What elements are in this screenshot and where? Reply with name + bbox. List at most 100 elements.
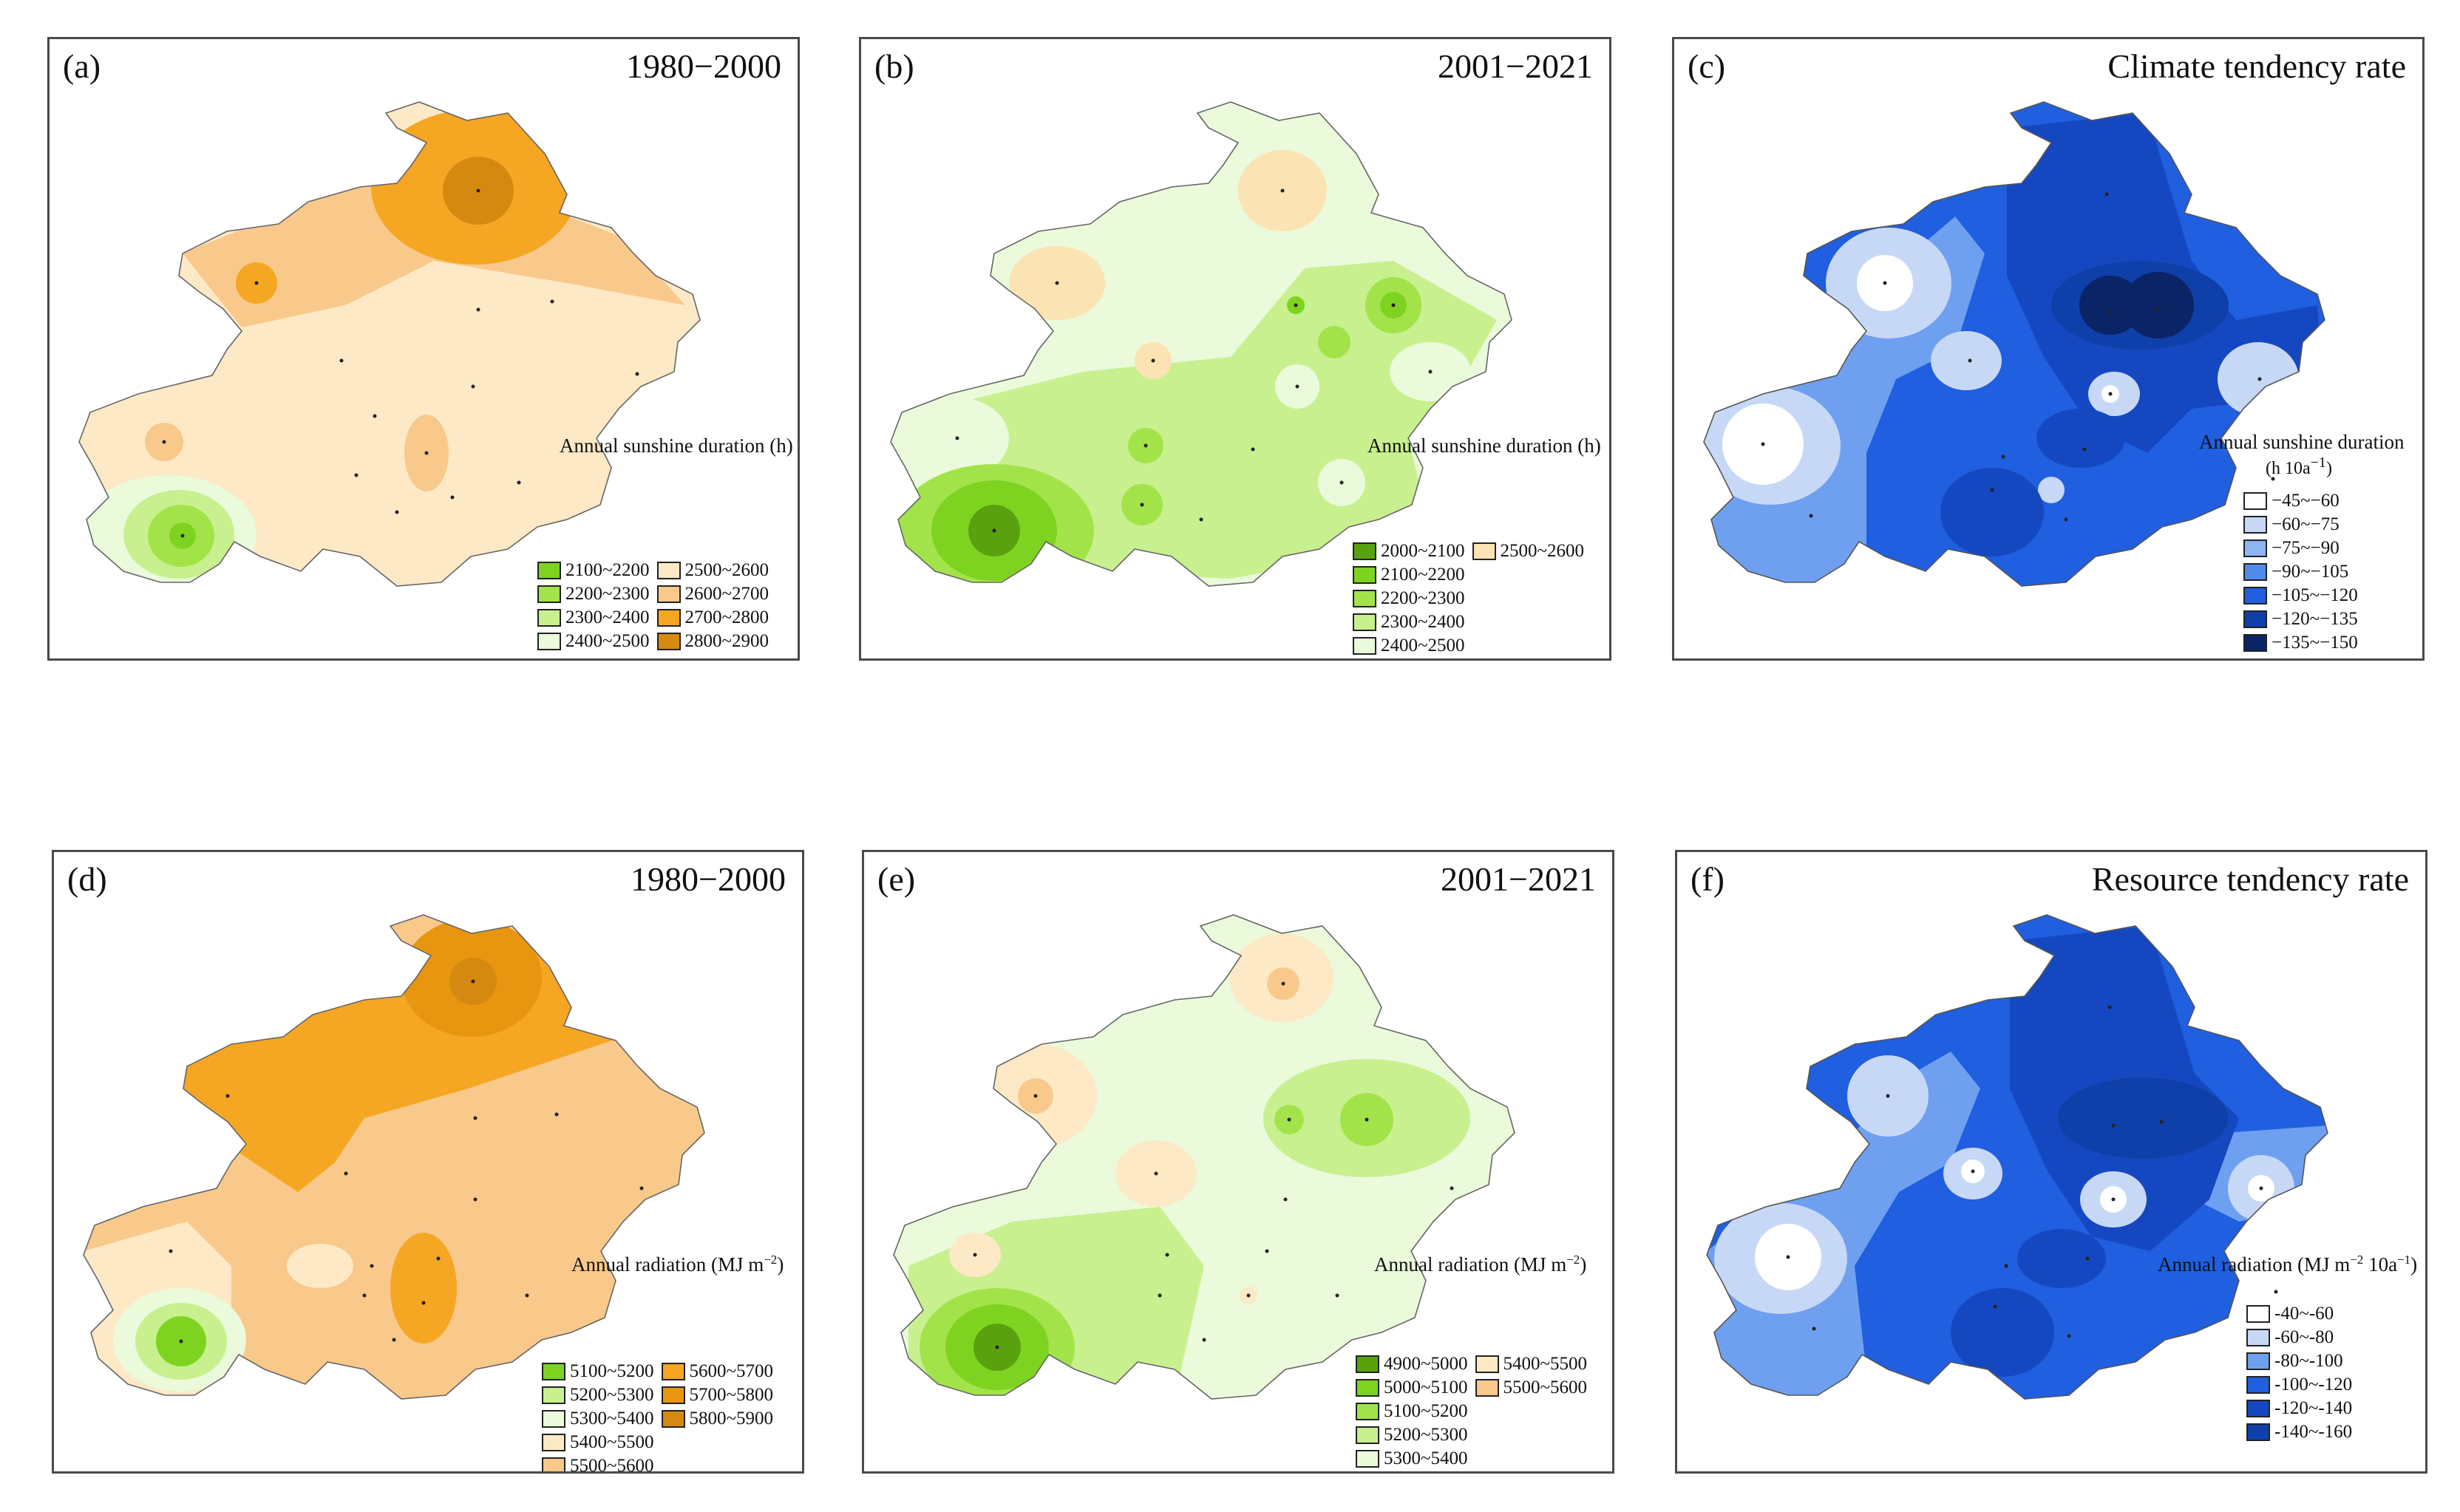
legend-swatch [2246, 1305, 2270, 1323]
legend-range-label: 5600~5700 [689, 1361, 774, 1381]
legend-swatch [2246, 1400, 2270, 1417]
panel-d-radiation-1980-2000: (d) 1980−2000 Annual radiation (MJ m−2) … [52, 850, 804, 1474]
legend-item: 5600~5700 [661, 1361, 774, 1381]
panel-title: 2001−2021 [1438, 47, 1593, 85]
legend-item: 2700~2800 [656, 607, 769, 627]
zone-minus-140-160 [2058, 1077, 2228, 1159]
legend-range-label: −105~−120 [2272, 585, 2358, 605]
panel-title: 1980−2000 [626, 47, 781, 85]
map-d [83, 914, 705, 1400]
legend-range-label: 2100~2200 [565, 560, 650, 580]
legend-item: 5200~5300 [542, 1385, 654, 1405]
legend-swatch [2243, 539, 2267, 557]
legend-item: −75~−90 [2243, 538, 2358, 558]
legend-swatch [656, 633, 681, 650]
legend-item: 2100~2200 [537, 560, 650, 580]
legend-swatch [542, 1386, 565, 1404]
legend-swatch [2243, 634, 2267, 652]
variable-label: Annual sunshine duration (h) [560, 435, 793, 457]
legend-range-label: 5300~5400 [570, 1409, 654, 1428]
legend-item: 2800~2900 [656, 631, 769, 651]
legend-range-label: -60~-80 [2274, 1327, 2334, 1347]
legend-item: 2500~2600 [1472, 541, 1584, 561]
legend-item: 5800~5900 [661, 1409, 773, 1428]
variable-label: Annual radiation (MJ m−2 10a−1) [2158, 1253, 2418, 1276]
legend-swatch [1472, 542, 1496, 560]
legend-range-label: 2700~2800 [684, 607, 769, 627]
zone-minus-120-140 [1951, 1288, 2054, 1377]
legend-item: −135~−150 [2243, 633, 2358, 653]
legend-swatch [2243, 492, 2267, 510]
legend-item: −105~−120 [2243, 585, 2358, 605]
legend-range-label: 5200~5300 [1384, 1425, 1468, 1445]
legend-range-label: 2200~2300 [1381, 588, 1465, 608]
legend-item: 2200~2300 [537, 584, 650, 604]
legend-swatch [656, 562, 681, 579]
zone-5400-5500 [287, 1244, 353, 1288]
legend-item: −120~−135 [2243, 609, 2358, 629]
map-c [1703, 101, 2325, 587]
legend-swatch [2246, 1329, 2270, 1346]
panel-label: (f) [1691, 860, 1725, 898]
legend-item: 5100~5200 [1356, 1401, 1468, 1421]
legend-item: 2300~2400 [1353, 612, 1465, 632]
legend-range-label: 5700~5800 [689, 1385, 774, 1405]
legend-swatch [2246, 1423, 2270, 1441]
legend-range-label: 2500~2600 [684, 560, 769, 580]
legend-range-label: 2400~2500 [1381, 636, 1465, 655]
station-dots [162, 188, 639, 538]
panel-label: (c) [1688, 47, 1726, 85]
legend-range-label: 2300~2400 [565, 607, 650, 627]
panel-label: (e) [877, 860, 916, 898]
panel-a-sunshine-1980-2000: (a) 1980−2000 Annual sunshine duration (… [47, 37, 800, 661]
legend-swatch [537, 585, 561, 603]
legend-swatch [542, 1410, 565, 1428]
zone-minus-60-75 [1931, 331, 2002, 390]
legend-item: 2400~2500 [1353, 636, 1465, 655]
legend-range-label: -80~-100 [2274, 1351, 2343, 1371]
legend-range-label: -120~-140 [2274, 1398, 2353, 1418]
legend-range-label: 5500~5600 [1503, 1378, 1588, 1397]
legend-item: -60~-80 [2246, 1327, 2352, 1347]
legend-item: -80~-100 [2246, 1351, 2352, 1371]
legend-swatch [2243, 563, 2267, 581]
legend-range-label: 2400~2500 [565, 631, 650, 651]
legend-swatch [1356, 1403, 1379, 1420]
variable-label: Annual sunshine duration (h) [1367, 435, 1601, 457]
panel-title: Climate tendency rate [2107, 47, 2406, 85]
legend-swatch [1356, 1355, 1379, 1373]
legend-swatch [537, 609, 561, 627]
legend-swatch [2246, 1376, 2270, 1394]
legend-item: -40~-60 [2246, 1304, 2352, 1324]
legend-range-label: −60~−75 [2272, 514, 2340, 534]
zone-minus-60-75 [2038, 477, 2065, 503]
legend-range-label: -140~-160 [2274, 1422, 2353, 1442]
legend-range-label: −75~−90 [2272, 538, 2340, 558]
legend-range-label: 5400~5500 [1503, 1354, 1588, 1374]
map-b [890, 101, 1512, 587]
legend-swatch [537, 562, 561, 579]
legend-item: -100~-120 [2246, 1375, 2352, 1394]
legend-item: 5300~5400 [1356, 1448, 1468, 1468]
legend-item: 2300~2400 [537, 607, 650, 627]
legend-swatch [2243, 610, 2267, 628]
legend-swatch [1356, 1450, 1379, 1468]
legend-range-label: 5100~5200 [1384, 1401, 1468, 1421]
legend: −45~−60 −60~−75 −75~−90 −90~−105 −105~−120 −1… [2243, 491, 2358, 653]
legend-swatch [542, 1457, 565, 1471]
legend-item: 2400~2500 [537, 631, 650, 651]
legend-item: -120~-140 [2246, 1398, 2353, 1418]
legend-range-label: -100~-120 [2274, 1375, 2353, 1394]
zone-minus-105-120 [1940, 468, 2044, 556]
legend-range-label: 5200~5300 [570, 1385, 654, 1405]
legend-swatch [661, 1386, 685, 1404]
station-dots [955, 188, 1433, 533]
station-dots [1761, 192, 2275, 522]
legend-range-label: 2300~2400 [1381, 612, 1465, 632]
zone-minus-120-140 [2017, 1229, 2106, 1288]
station-dots [973, 981, 1454, 1349]
legend: -40~-60 -60~-80 -80~-100 -100~-120 -120~-140… [2246, 1304, 2352, 1442]
legend-range-label: 5300~5400 [1384, 1448, 1468, 1468]
legend-range-label: −120~−135 [2272, 609, 2358, 629]
legend-item: −90~−105 [2243, 562, 2358, 582]
